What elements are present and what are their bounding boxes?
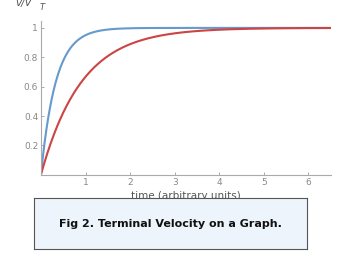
Text: v/V: v/V <box>15 0 32 8</box>
Text: Fig 2. Terminal Velocity on a Graph.: Fig 2. Terminal Velocity on a Graph. <box>59 219 282 228</box>
Text: T: T <box>40 3 45 12</box>
X-axis label: time (arbitrary units): time (arbitrary units) <box>131 191 241 201</box>
